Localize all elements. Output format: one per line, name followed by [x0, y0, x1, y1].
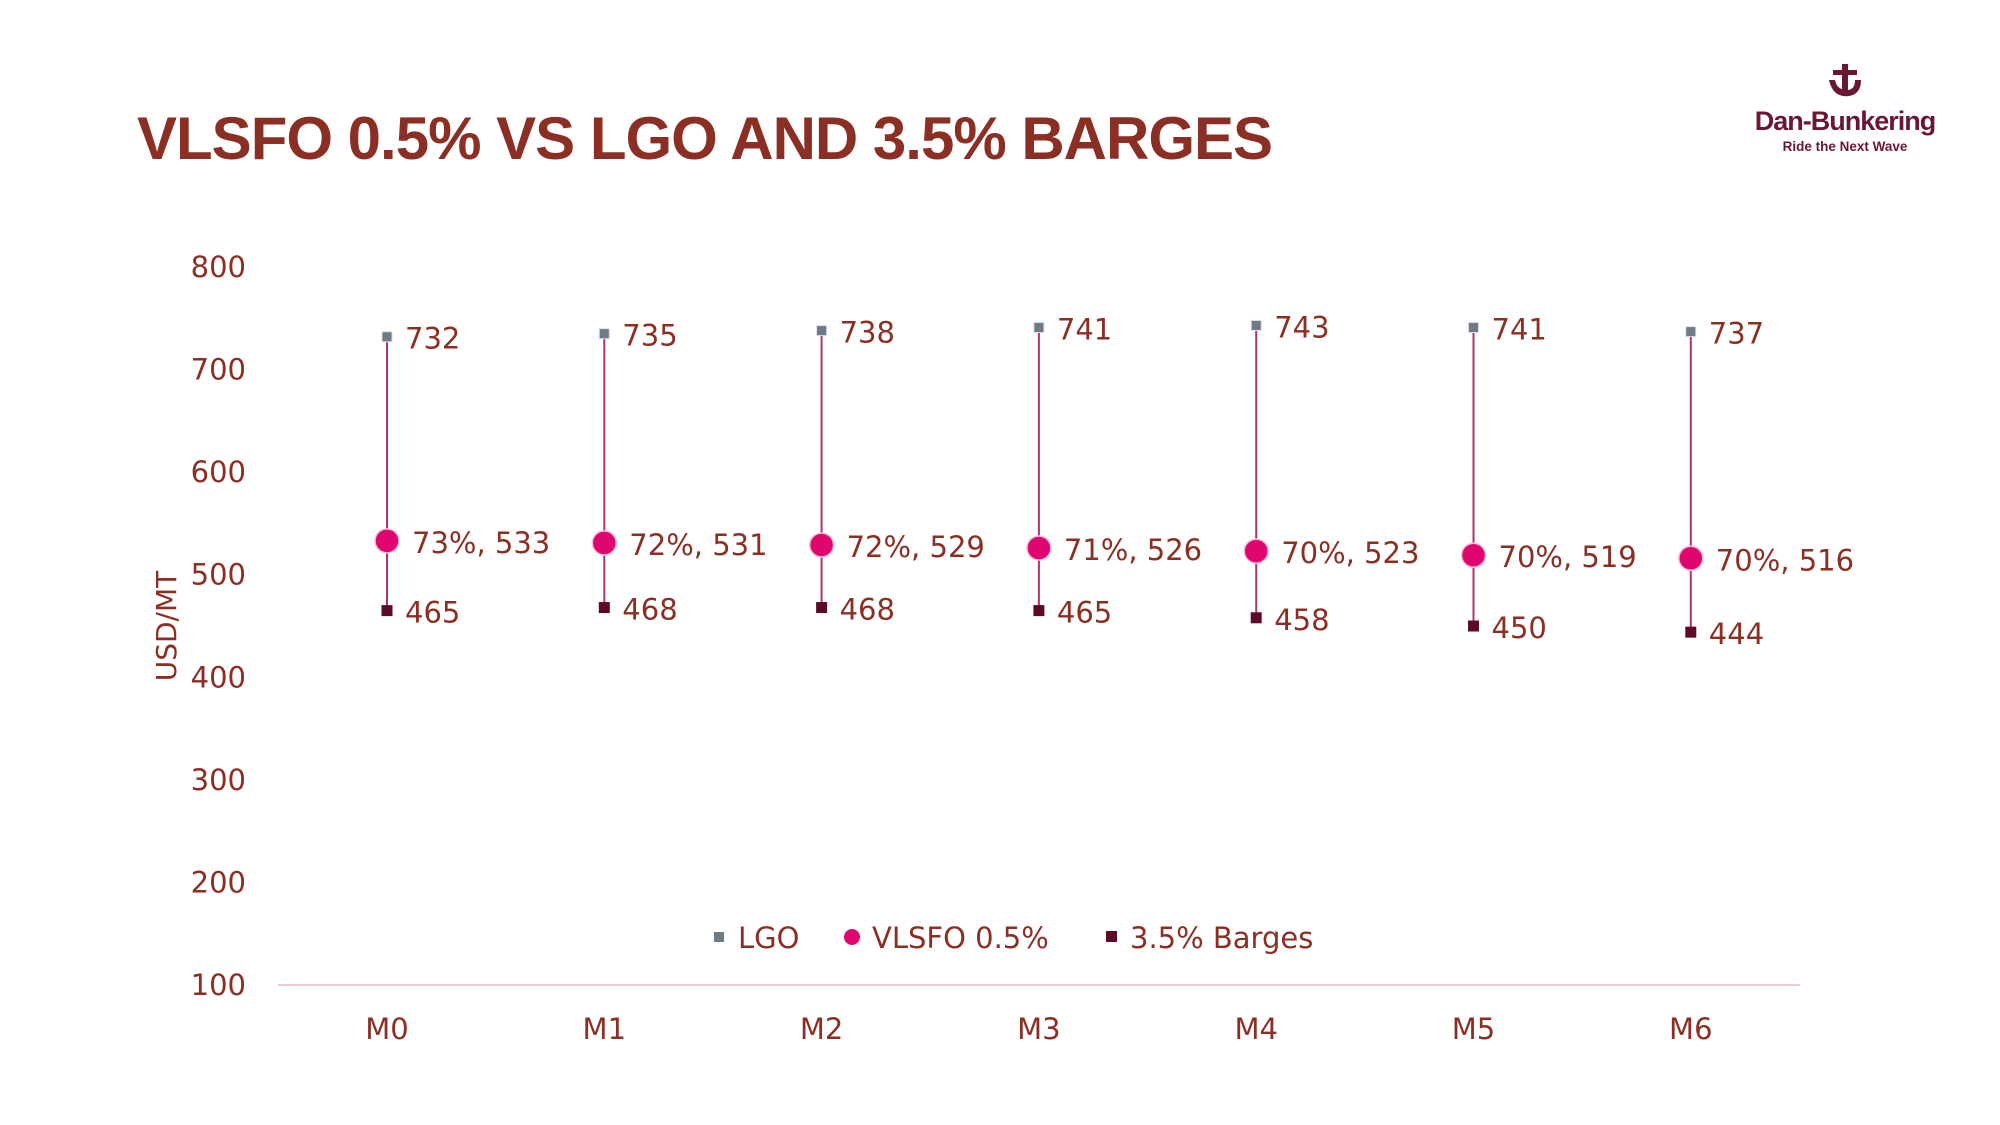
x-tick-label: M3: [1017, 1012, 1060, 1046]
barges-point: [816, 602, 828, 614]
barges-point: [381, 605, 393, 617]
logo-tagline: Ride the Next Wave: [1782, 139, 1908, 154]
lgo-point: [1250, 319, 1262, 331]
vlsfo-point: [808, 532, 835, 558]
lgo-data-label: 743: [1274, 310, 1329, 344]
lgo-data-label: 737: [1709, 317, 1764, 351]
y-axis-label: USD/MT: [150, 570, 183, 681]
lgo-data-label: 738: [840, 316, 895, 350]
y-tick-label: 700: [191, 353, 246, 387]
x-tick-label: M5: [1452, 1012, 1495, 1046]
barges-data-label: 465: [405, 596, 460, 630]
lgo-data-label: 735: [622, 319, 677, 353]
barges-point: [1468, 620, 1479, 632]
x-tick-label: M1: [583, 1012, 626, 1046]
legend-vlsfo-label: VLSFO 0.5%: [872, 921, 1049, 955]
vlsfo-data-label: 70%, 519: [1499, 540, 1637, 574]
x-tick-label: M2: [800, 1012, 843, 1046]
anchor-logo-icon: [1829, 64, 1861, 97]
y-tick-label: 200: [191, 865, 246, 899]
vlsfo-data-label: 71%, 526: [1064, 533, 1202, 567]
lgo-point: [1468, 322, 1479, 334]
vlsfo-point: [1026, 535, 1052, 561]
y-tick-label: 800: [191, 250, 246, 284]
vlsfo-data-label: 70%, 523: [1281, 536, 1419, 570]
x-tick-label: M4: [1234, 1012, 1277, 1046]
lgo-data-label: 741: [1057, 313, 1112, 347]
vlsfo-point: [1243, 538, 1269, 564]
legend-barges-label: 3.5% Barges: [1130, 921, 1313, 955]
barges-point: [1250, 612, 1262, 624]
legend-lgo-marker: [714, 932, 724, 942]
barges-data-label: 468: [622, 593, 677, 627]
barges-data-label: 458: [1274, 603, 1329, 637]
logo-brand: Dan-Bunkering: [1754, 106, 1937, 136]
vlsfo-data-label: 70%, 516: [1716, 543, 1854, 577]
barges-point: [598, 602, 610, 614]
y-tick-label: 600: [191, 455, 246, 489]
y-tick-label: 100: [191, 968, 246, 1002]
vlsfo-data-label: 72%, 531: [629, 528, 767, 562]
vlsfo-data-label: 72%, 529: [847, 530, 985, 564]
y-tick-label: 300: [191, 763, 246, 797]
barges-data-label: 450: [1492, 611, 1547, 645]
legend-barges-marker: [1106, 931, 1117, 942]
lgo-point: [816, 325, 828, 337]
barges-point: [1685, 626, 1697, 638]
vlsfo-point: [1460, 542, 1487, 568]
y-tick-label: 500: [191, 558, 246, 592]
barges-data-label: 468: [840, 593, 895, 627]
lgo-point: [1685, 326, 1697, 338]
legend-lgo-label: LGO: [738, 921, 799, 955]
barges-data-label: 444: [1709, 617, 1764, 651]
lgo-point: [1033, 322, 1045, 334]
lgo-data-label: 732: [405, 322, 460, 356]
x-tick-label: M0: [365, 1012, 408, 1046]
dan-bunkering-logo: Dan-Bunkering Ride the Next Wave: [1740, 64, 1950, 154]
lgo-point: [598, 328, 610, 340]
vlsfo-point: [1678, 545, 1704, 572]
x-tick-label: M6: [1669, 1012, 1712, 1046]
legend-vlsfo-marker: [844, 929, 860, 945]
barges-point: [1033, 605, 1045, 617]
y-tick-label: 400: [191, 660, 246, 694]
lgo-point: [381, 331, 393, 343]
lgo-data-label: 741: [1492, 313, 1547, 347]
vlsfo-point: [591, 530, 618, 556]
legend: LGO VLSFO 0.5% 3.5% Barges: [714, 921, 1313, 955]
barges-data-label: 465: [1057, 596, 1112, 630]
chart-title: VLSFO 0.5% VS LGO AND 3.5% BARGES: [137, 105, 1273, 172]
vlsfo-point: [374, 528, 400, 554]
vlsfo-data-label: 73%, 533: [412, 526, 550, 560]
